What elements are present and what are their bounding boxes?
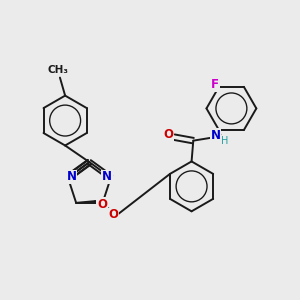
Text: O: O bbox=[97, 198, 107, 211]
Text: N: N bbox=[102, 170, 112, 184]
Text: H: H bbox=[221, 136, 229, 146]
Text: O: O bbox=[163, 128, 173, 141]
Text: O: O bbox=[108, 208, 118, 221]
Text: N: N bbox=[66, 170, 76, 184]
Text: CH₃: CH₃ bbox=[47, 64, 68, 75]
Text: N: N bbox=[211, 129, 220, 142]
Text: F: F bbox=[211, 78, 219, 91]
